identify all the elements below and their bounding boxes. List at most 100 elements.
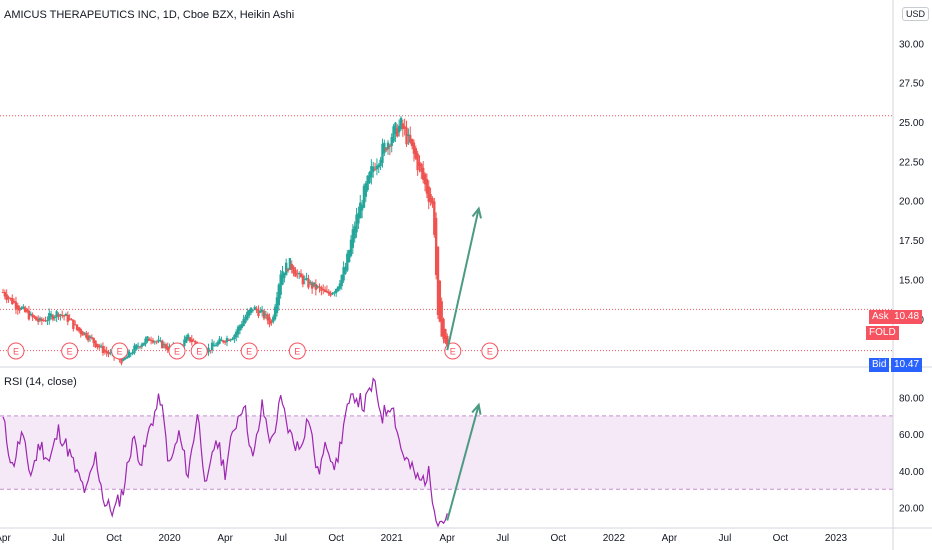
candle-body <box>370 166 373 178</box>
candle-body <box>5 294 8 300</box>
candle-body <box>279 274 282 295</box>
candle-body <box>51 315 55 320</box>
candle-body <box>40 319 44 322</box>
candle-body <box>36 318 40 322</box>
candle-body <box>35 316 38 321</box>
candle-body <box>55 311 58 318</box>
price-tick-label: 20.00 <box>899 197 924 208</box>
candle-body <box>251 309 255 311</box>
candle-body <box>25 309 29 312</box>
rsi-tick-label: 60.00 <box>899 430 924 441</box>
candle-body <box>212 344 216 347</box>
candle-body <box>283 272 286 278</box>
rsi-band <box>0 415 893 490</box>
candle-body <box>381 143 384 163</box>
candle-body <box>148 338 151 341</box>
candle-body <box>322 289 325 291</box>
candle-body <box>44 320 47 322</box>
candle-body <box>38 317 42 321</box>
candle-body <box>222 340 225 343</box>
candle-body <box>421 167 425 180</box>
candle-body <box>260 309 264 312</box>
candle-body <box>273 306 277 320</box>
candle-body <box>135 344 138 350</box>
candle-body <box>90 337 94 339</box>
candle-body <box>368 172 371 183</box>
candle-body <box>303 278 306 280</box>
time-tick-label: 2020 <box>158 533 181 544</box>
candle-body <box>31 314 34 318</box>
time-tick-label: Oct <box>551 533 567 544</box>
candle-body <box>399 117 403 130</box>
candle-body <box>64 313 68 316</box>
candle-body <box>235 331 238 338</box>
earnings-marker <box>240 342 258 360</box>
candle-body <box>220 339 223 342</box>
bid-value-badge: 10.47 <box>891 358 923 372</box>
candle-body <box>244 316 247 323</box>
earnings-marker-label: E <box>294 347 300 357</box>
candle-body <box>390 137 393 147</box>
candle-body <box>188 337 192 342</box>
ask-label: Ask <box>869 310 892 324</box>
rsi-arrow <box>446 404 480 521</box>
candle-body <box>190 339 194 343</box>
candle-body <box>210 342 214 351</box>
candle-body <box>375 165 379 170</box>
candle-body <box>46 320 49 322</box>
rsi-line <box>2 377 448 528</box>
candle-body <box>225 338 229 343</box>
candle-body <box>436 246 440 315</box>
candle-body <box>162 344 166 346</box>
candle-body <box>318 286 321 289</box>
rsi-tick-label: 20.00 <box>899 504 924 515</box>
price-tick-label: 15.00 <box>899 275 924 286</box>
candle-body <box>442 318 445 340</box>
candle-body <box>42 320 45 322</box>
candle-body <box>299 273 303 278</box>
price-tick-label: 30.00 <box>899 39 924 50</box>
candle-body <box>255 308 258 311</box>
candle-body <box>151 340 155 343</box>
candle-body <box>103 349 107 352</box>
currency-button[interactable]: USD <box>902 7 930 21</box>
candle-body <box>314 283 318 290</box>
candle-body <box>444 329 447 343</box>
time-tick-label: Apr <box>662 533 678 544</box>
earnings-marker-label: E <box>196 347 202 357</box>
candle-body <box>286 268 290 271</box>
candle-body <box>309 282 312 284</box>
candle-body <box>120 358 123 364</box>
candle-body <box>331 293 334 295</box>
candle-body <box>409 135 412 143</box>
time-tick-label: Apr <box>0 533 11 544</box>
candle-body <box>7 297 10 299</box>
candle-body <box>357 213 360 224</box>
candle-body <box>24 307 27 313</box>
candle-body <box>281 271 284 285</box>
candle-body <box>420 163 423 172</box>
price-tick-label: 27.50 <box>899 79 924 90</box>
candle-body <box>396 128 399 137</box>
candle-body <box>397 125 401 133</box>
candle-body <box>229 339 232 341</box>
time-tick-label: Jul <box>52 533 65 544</box>
candle-body <box>392 126 395 142</box>
candle-body <box>216 342 219 346</box>
earnings-marker <box>61 342 79 360</box>
candle-body <box>407 134 410 136</box>
candle-body <box>53 316 57 318</box>
candle-body <box>312 282 316 286</box>
candle-body <box>405 127 408 145</box>
candle-body <box>9 297 12 299</box>
candle-body <box>277 284 281 306</box>
candle-body <box>79 329 82 334</box>
candle-body <box>159 340 162 342</box>
candle-body <box>107 351 110 355</box>
candle-body <box>364 183 368 197</box>
candle-body <box>336 286 340 291</box>
candle-body <box>88 336 92 338</box>
candle-body <box>155 341 158 343</box>
candle-body <box>236 326 240 335</box>
candle-body <box>366 175 369 191</box>
